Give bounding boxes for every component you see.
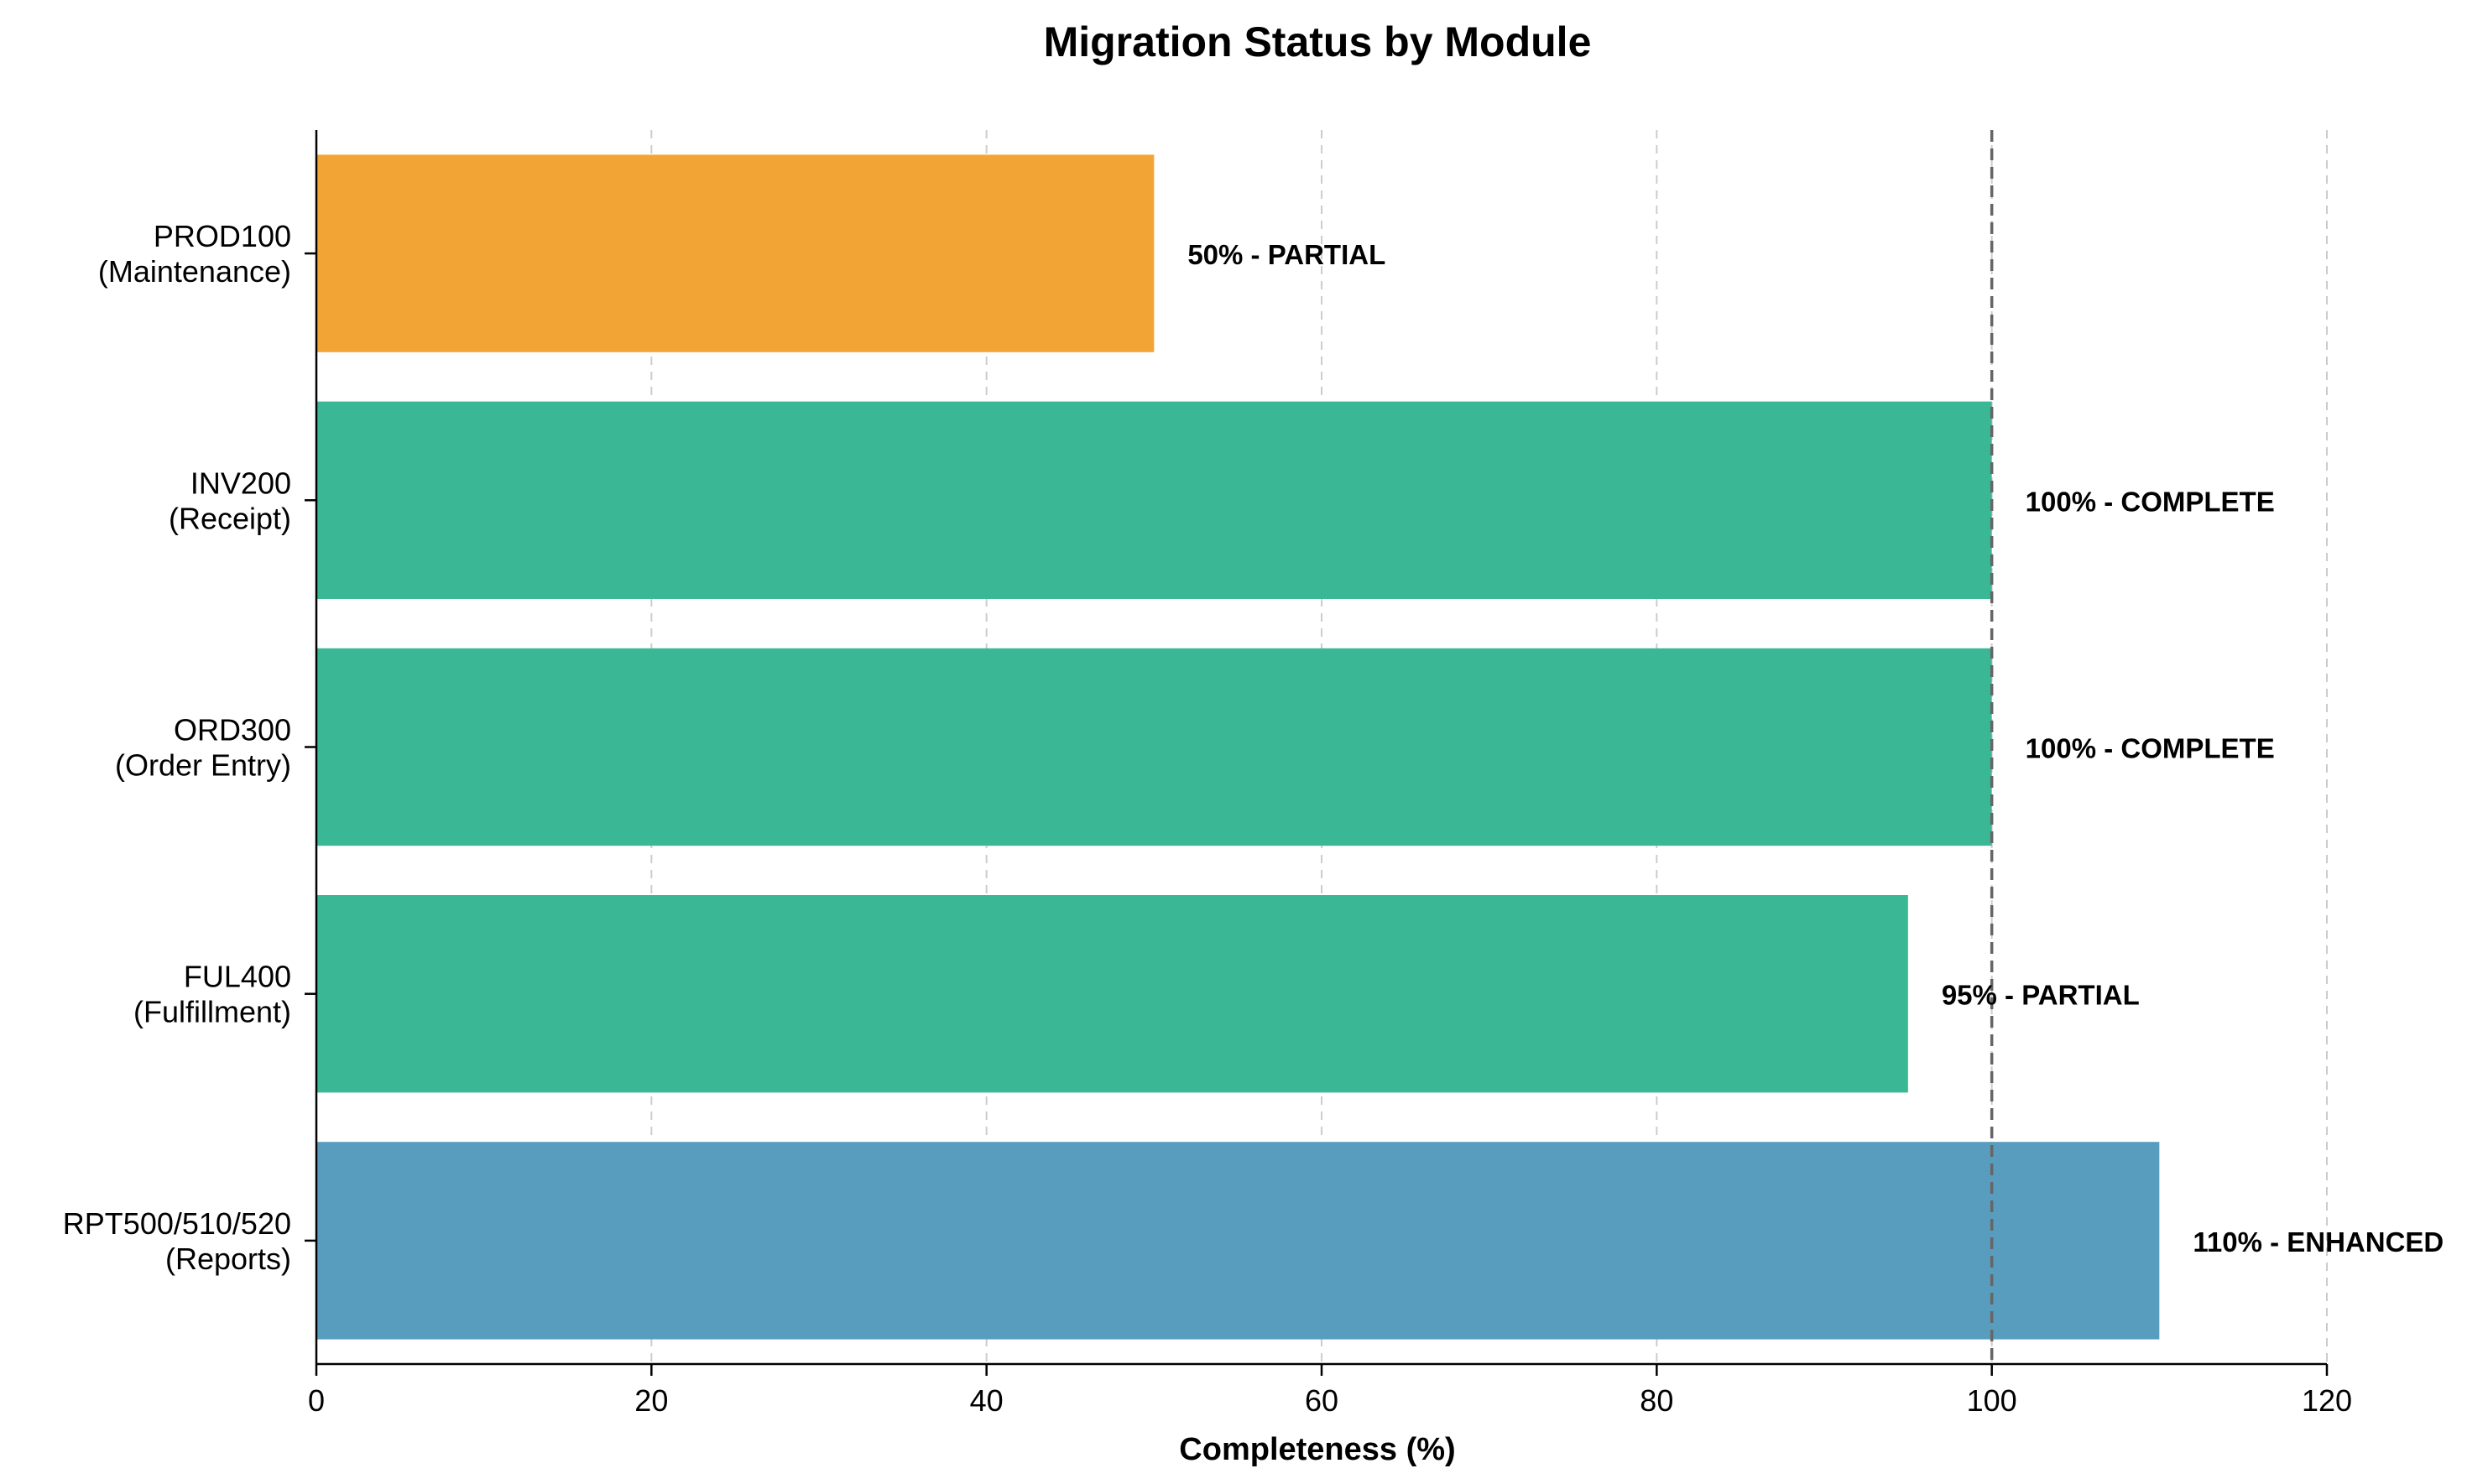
- module-description: (Maintenance): [98, 254, 291, 289]
- module-description: (Receipt): [169, 501, 291, 535]
- x-tick-label: 120: [2302, 1383, 2352, 1418]
- y-tick-label: PROD100 (Maintenance): [98, 219, 291, 289]
- bar: [316, 401, 1992, 599]
- module-code: INV200: [190, 466, 291, 500]
- y-tick-label: INV200 (Receipt): [169, 466, 291, 535]
- x-tick-label: 100: [1967, 1383, 2017, 1418]
- module-description: (Order Entry): [115, 748, 291, 783]
- bar: [316, 154, 1155, 352]
- module-code: RPT500/510/520: [63, 1206, 291, 1241]
- module-description: (Fulfillment): [133, 995, 291, 1029]
- axes: 0 20 40 60 80 100 120 PROD100 (Maintenance) INV20…: [63, 130, 2352, 1418]
- bar-value-label: 110% - ENHANCED: [2193, 1226, 2444, 1257]
- bar: [316, 648, 1992, 846]
- y-tick-label: RPT500/510/520 (Reports): [63, 1206, 291, 1276]
- bar-value-label: 95% - PARTIAL: [1942, 980, 2140, 1011]
- x-axis-label: Completeness (%): [1179, 1432, 1455, 1467]
- module-description: (Reports): [165, 1242, 291, 1276]
- bar-value-label: 100% - COMPLETE: [2026, 733, 2275, 764]
- bar-value-label: 50% - PARTIAL: [1187, 239, 1385, 270]
- module-code: FUL400: [184, 960, 291, 994]
- y-tick-label: FUL400 (Fulfillment): [133, 960, 291, 1029]
- x-tick-label: 80: [1640, 1383, 1673, 1418]
- bars: [316, 154, 2160, 1340]
- bar: [316, 895, 1908, 1093]
- bar: [316, 1142, 2160, 1340]
- bar-value-label: 100% - COMPLETE: [2026, 486, 2275, 517]
- module-code: PROD100: [154, 219, 291, 253]
- module-code: ORD300: [174, 713, 291, 747]
- x-tick-label: 40: [970, 1383, 1004, 1418]
- chart-title: Migration Status by Module: [1044, 18, 1592, 65]
- y-tick-label: ORD300 (Order Entry): [115, 713, 291, 783]
- x-tick-label: 0: [308, 1383, 325, 1418]
- bar-value-labels: 50% - PARTIAL 100% - COMPLETE 100% - COMPL…: [1187, 239, 2444, 1257]
- x-tick-label: 60: [1305, 1383, 1338, 1418]
- x-tick-label: 20: [634, 1383, 668, 1418]
